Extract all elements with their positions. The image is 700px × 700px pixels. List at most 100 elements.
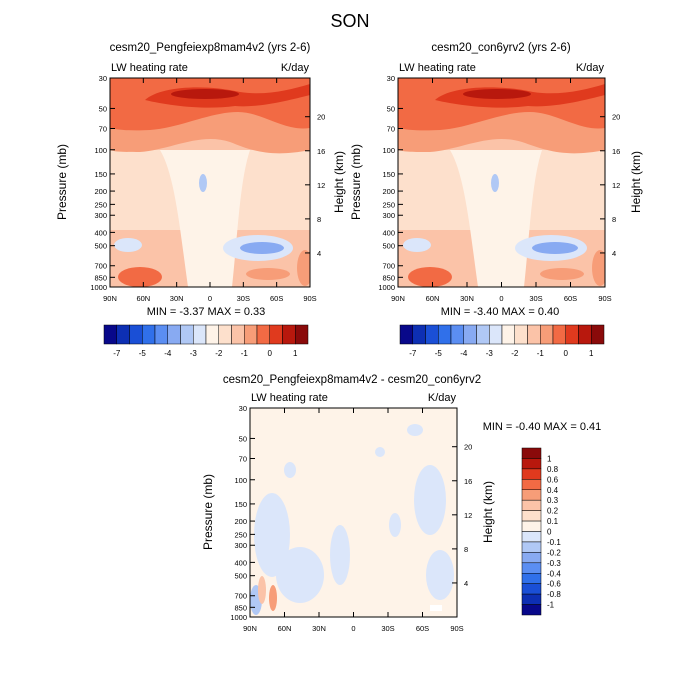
colorbar-box: [521, 489, 542, 501]
pressure-tick-label: 150: [382, 170, 395, 179]
colorbar-box: [256, 324, 270, 345]
colorbar-label: 1: [547, 454, 552, 463]
latitude-tick-label: 60S: [270, 294, 283, 303]
pressure-tick-label: 150: [234, 500, 247, 509]
colorbar-box: [103, 324, 117, 345]
pressure-tick-label: 50: [99, 104, 107, 113]
colorbar-label: -0.8: [547, 590, 561, 599]
colorbar-label: -0.4: [547, 569, 561, 578]
field-blue-patch-left: [403, 238, 431, 252]
pressure-tick-label: 70: [239, 455, 247, 464]
field-blue-patch: [375, 447, 385, 457]
height-tick-label: 4: [612, 249, 616, 258]
height-tick-label: 8: [612, 215, 616, 224]
colorbar-box: [521, 510, 542, 522]
colorbar-box: [578, 324, 592, 345]
latitude-tick-label: 30N: [312, 624, 326, 633]
latitude-tick-label: 30N: [460, 294, 474, 303]
height-tick-label: 20: [317, 113, 325, 122]
pressure-tick-label: 500: [382, 242, 395, 251]
panel-ctl-field: [398, 78, 605, 287]
colorbar-label: 0: [547, 528, 552, 537]
colorbar-box: [521, 468, 542, 480]
field-blue-patch: [254, 493, 290, 577]
panel-exp-right-label: K/day: [281, 62, 310, 74]
height-tick-label: 20: [464, 443, 472, 452]
colorbar-box: [521, 520, 542, 532]
colorbar-box: [521, 573, 542, 584]
pressure-tick-label: 50: [239, 434, 247, 443]
field-surface-warm-sh: [246, 268, 290, 280]
panel-diff-right-label: K/day: [428, 392, 457, 404]
latitude-tick-label: 60S: [564, 294, 577, 303]
pressure-tick-label: 300: [382, 211, 395, 220]
field-blue-patch-upper: [199, 174, 207, 192]
colorbar-label: 0.2: [547, 507, 559, 516]
panel-ctl-y2label: Height (km): [629, 151, 643, 213]
pressure-tick-label: 850: [234, 603, 247, 612]
colorbar-box: [521, 458, 542, 470]
field-surface-warm-nh: [118, 267, 162, 287]
field-max-core: [463, 89, 531, 99]
colorbar-label: 0.8: [547, 465, 559, 474]
latitude-tick-label: 30S: [381, 624, 394, 633]
panel-exp-stats: MIN = -3.37 MAX = 0.33: [147, 306, 266, 318]
field-blue-patch-upper: [491, 174, 499, 192]
pressure-tick-label: 400: [94, 228, 107, 237]
field-surface-warm-nh: [408, 267, 452, 287]
panel-diff-y2label: Height (km): [481, 481, 495, 543]
colorbar-box: [476, 324, 490, 345]
latitude-tick-label: 90N: [103, 294, 117, 303]
colorbar-label: 1: [293, 349, 298, 358]
pressure-tick-label: 30: [99, 74, 107, 83]
colorbar-box: [193, 324, 207, 345]
pressure-tick-label: 250: [234, 530, 247, 539]
colorbar-box: [552, 324, 566, 345]
colorbar-box: [463, 324, 477, 345]
height-tick-label: 16: [612, 147, 620, 156]
colorbar-box: [231, 324, 245, 345]
latitude-tick-label: 90S: [303, 294, 316, 303]
colorbar-box: [129, 324, 143, 345]
panel-ctl-ylabel: Pressure (mb): [349, 144, 363, 220]
colorbar-box: [501, 324, 515, 345]
height-tick-label: 4: [317, 249, 321, 258]
panel-exp-title: cesm20_Pengfeiexp8mam4v2 (yrs 2-6): [110, 42, 311, 54]
pressure-tick-label: 1000: [378, 283, 395, 292]
colorbar-label: -1: [241, 349, 249, 358]
colorbar-box: [591, 324, 605, 345]
latitude-tick-label: 90N: [391, 294, 405, 303]
pressure-tick-label: 50: [387, 104, 395, 113]
pressure-tick-label: 850: [94, 273, 107, 282]
field-blue-patch: [284, 462, 296, 478]
latitude-tick-label: 60N: [426, 294, 440, 303]
latitude-tick-label: 60N: [278, 624, 292, 633]
pressure-tick-label: 70: [99, 125, 107, 134]
pressure-tick-label: 400: [234, 558, 247, 567]
pressure-tick-label: 400: [382, 228, 395, 237]
colorbar-box: [282, 324, 296, 345]
pressure-tick-label: 250: [382, 200, 395, 209]
field-blue-patch: [426, 550, 454, 600]
pressure-tick-label: 300: [94, 211, 107, 220]
panel-exp-field: [110, 78, 310, 287]
pressure-tick-label: 1000: [90, 283, 107, 292]
pressure-tick-label: 300: [234, 541, 247, 550]
pressure-tick-label: 700: [382, 262, 395, 271]
pressure-tick-label: 150: [94, 170, 107, 179]
panel-diff-stats: MIN = -0.40 MAX = 0.41: [483, 421, 602, 433]
latitude-tick-label: 30S: [237, 294, 250, 303]
colorbar-label: 0: [564, 349, 569, 358]
colorbar-box: [399, 324, 413, 345]
latitude-tick-label: 90N: [243, 624, 257, 633]
pressure-tick-label: 700: [234, 592, 247, 601]
colorbar-box: [514, 324, 528, 345]
field-blue-core-right: [240, 242, 284, 254]
colorbar-box: [521, 552, 542, 564]
colorbar-box: [244, 324, 258, 345]
colorbar-label: 0.4: [547, 486, 559, 495]
field-warm-patch: [269, 585, 277, 611]
pressure-tick-label: 500: [234, 572, 247, 581]
pressure-tick-label: 30: [239, 404, 247, 413]
